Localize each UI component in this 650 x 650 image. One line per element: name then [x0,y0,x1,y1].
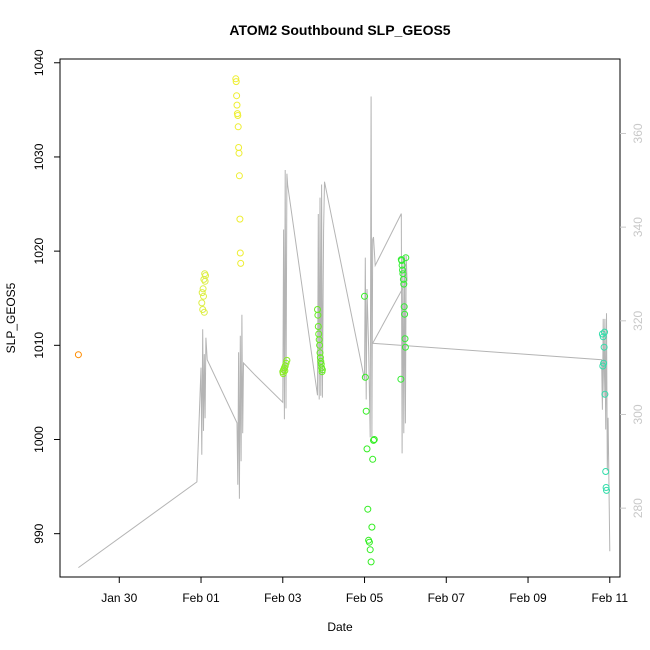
data-point [237,259,245,267]
y-right-tick-label: 340 [631,217,645,237]
plot-frame [59,58,621,578]
data-point [368,523,376,531]
data-point [600,359,608,367]
data-point [234,123,242,131]
data-point [603,486,610,494]
y-right-tick-label: 360 [631,123,645,143]
data-point [314,323,322,330]
data-point [370,436,378,443]
data-point [235,149,243,157]
data-point [601,390,609,398]
data-point [202,272,209,280]
data-point [362,407,370,415]
data-point [400,280,408,288]
y-right-tick-label: 320 [631,310,645,330]
data-point [600,343,608,351]
data-point [367,558,375,566]
data-point [74,351,82,359]
y-axis-right: 280 300 320 340 360 [620,123,645,518]
data-point [366,546,374,554]
data-point [398,261,406,269]
x-tick-label: Feb 07 [428,591,466,605]
x-tick-label: Feb 05 [346,591,384,605]
data-point [316,354,324,362]
y-left-tick-label: 1000 [32,426,46,453]
data-point [318,366,326,374]
data-point [399,266,406,274]
data-point [198,299,206,307]
x-tick-label: Feb 11 [592,591,629,605]
x-tick-label: Feb 01 [182,591,220,605]
y-axis-left: 990 1000 1010 1020 1030 1040 [32,49,60,544]
data-point [235,144,243,151]
data-point [316,341,324,349]
y-left-tick-label: 1040 [32,49,46,76]
data-point [232,78,240,86]
data-point [236,215,244,223]
y-left-tick-label: 990 [32,523,46,543]
data-point [363,445,371,453]
data-point [401,343,409,351]
y-left-tick-label: 1030 [32,143,46,170]
data-point [370,436,377,444]
data-point [400,303,408,311]
data-point [361,292,368,300]
x-axis: Jan 30 Feb 01 Feb 03 Feb 05 Feb 07 Feb 09 Feb … [101,577,628,605]
y-left-tick-label: 1010 [32,332,46,359]
data-point [317,357,325,365]
data-point [401,310,409,318]
data-point [364,505,372,513]
data-point [200,292,207,300]
trace-line-layer [78,96,611,569]
data-point [232,75,240,83]
x-tick-label: Feb 03 [264,591,302,605]
data-point [199,285,207,293]
data-point [235,172,243,180]
data-point [236,249,244,257]
data-point [401,335,409,343]
data-point [365,538,373,546]
data-point [601,328,608,336]
points-layer [74,75,610,566]
data-point [402,254,410,262]
data-point [234,112,242,119]
data-point [200,308,208,316]
y-left-tick-label: 1020 [32,237,46,264]
x-tick-label: Feb 09 [509,591,547,605]
data-point [369,455,377,463]
data-point [316,349,324,357]
data-point [598,330,606,338]
data-point [198,289,206,297]
y-right-tick-label: 280 [631,498,645,518]
data-point [233,92,241,100]
data-point [283,356,291,364]
data-point [201,277,209,285]
x-tick-label: Jan 30 [101,591,137,605]
data-point [281,367,289,375]
data-point [233,101,241,109]
data-point [399,275,407,283]
data-point [397,375,405,383]
x-axis-label: Date [327,620,353,634]
data-point [282,359,290,367]
data-point [602,468,610,475]
data-point [599,333,607,341]
chart-title: ATOM2 Southbound SLP_GEOS5 [229,22,450,38]
y-right-tick-label: 300 [631,404,645,424]
data-point [314,311,322,319]
trace-line [78,96,611,569]
data-point [599,362,607,370]
data-point [602,484,610,491]
y-axis-label: SLP_GEOS5 [4,282,18,353]
data-point [361,373,369,381]
